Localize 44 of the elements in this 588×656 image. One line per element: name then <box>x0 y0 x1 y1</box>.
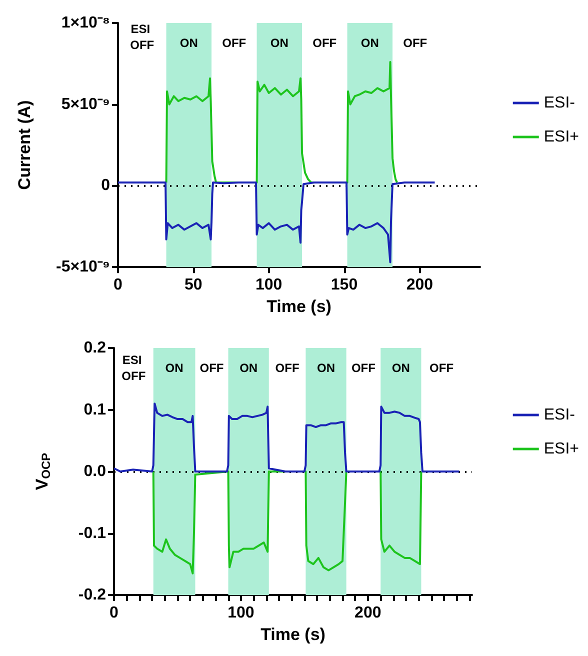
y-tick-label: 0 <box>101 177 110 194</box>
y-tick-label: -0.2 <box>78 586 106 604</box>
band-label: ON <box>392 361 410 375</box>
annotation: OFF <box>275 361 300 375</box>
legend-label: ESI+ <box>544 128 580 146</box>
legend-label: ESI+ <box>544 440 580 458</box>
y-tick-label: -5×10⁻⁹ <box>56 258 110 276</box>
x-tick-label: 200 <box>406 276 434 294</box>
x-tick-label: 200 <box>354 604 382 622</box>
annotation: OFF <box>312 36 337 50</box>
band-label: ON <box>240 361 258 375</box>
line-series <box>165 61 398 184</box>
band-label: ON <box>270 36 288 50</box>
band-label: ON <box>317 361 336 375</box>
y-tick-label: 0.0 <box>84 463 106 480</box>
annotation: OFF <box>430 361 454 375</box>
x-axis-title: Time (s) <box>266 297 332 316</box>
legend-label: ESI- <box>544 94 575 112</box>
annotation: ESI OFF <box>122 353 146 383</box>
y-axis-title: Current (A) <box>15 100 34 190</box>
y-tick-label: 0.2 <box>84 340 106 356</box>
annotation: OFF <box>351 361 376 375</box>
band-label: ON <box>180 36 198 50</box>
y-tick-label: -0.1 <box>78 524 106 542</box>
y-axis-title: VOCP <box>32 452 53 490</box>
annotation: OFF <box>222 36 246 50</box>
annotation: OFF <box>403 36 428 50</box>
line-series <box>113 402 460 472</box>
line-series <box>152 470 422 574</box>
y-tick-label: 1×10⁻⁸ <box>61 14 110 32</box>
y-tick-label: 5×10⁻⁹ <box>61 96 110 113</box>
x-tick-label: 100 <box>228 604 254 622</box>
x-tick-label: 50 <box>184 276 202 294</box>
legend-label: ESI- <box>544 406 575 424</box>
y-tick-label: 0.1 <box>84 401 106 418</box>
x-axis-title: Time (s) <box>260 624 326 644</box>
x-tick-label: 100 <box>255 276 282 294</box>
annotation: ESI OFF <box>130 22 154 52</box>
line-series <box>117 181 436 264</box>
x-tick-label: 150 <box>330 276 358 294</box>
band-label: ON <box>360 36 379 50</box>
band-label: ON <box>165 361 184 375</box>
annotation: OFF <box>200 361 224 375</box>
x-tick-label: 0 <box>114 276 123 294</box>
